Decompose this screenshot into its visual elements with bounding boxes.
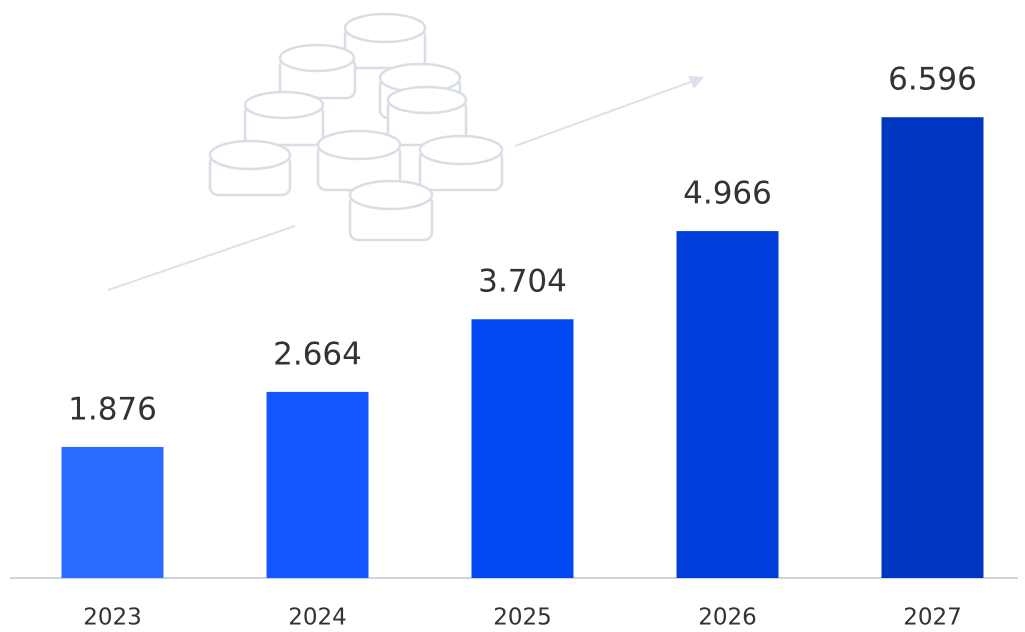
bar	[676, 231, 779, 579]
value-label: 4.966	[683, 176, 772, 212]
x-tick-label: 2026	[698, 605, 757, 631]
trend-arrow	[107, 225, 296, 291]
value-label: 6.596	[888, 62, 977, 98]
x-tick-label: 2023	[83, 605, 142, 631]
bar	[881, 117, 984, 578]
coins	[208, 12, 504, 242]
value-label: 2.664	[273, 336, 362, 372]
value-label: 3.704	[478, 264, 567, 300]
value-label: 1.876	[68, 391, 157, 427]
decoration	[107, 12, 704, 291]
bar	[471, 319, 574, 578]
x-tick-label: 2024	[288, 605, 347, 631]
arrow-head	[688, 76, 704, 89]
x-tick-label: 2027	[903, 605, 962, 631]
bar	[61, 446, 164, 578]
x-tick-label: 2025	[493, 605, 552, 631]
bar	[266, 391, 369, 578]
trend-arrow	[514, 79, 697, 147]
